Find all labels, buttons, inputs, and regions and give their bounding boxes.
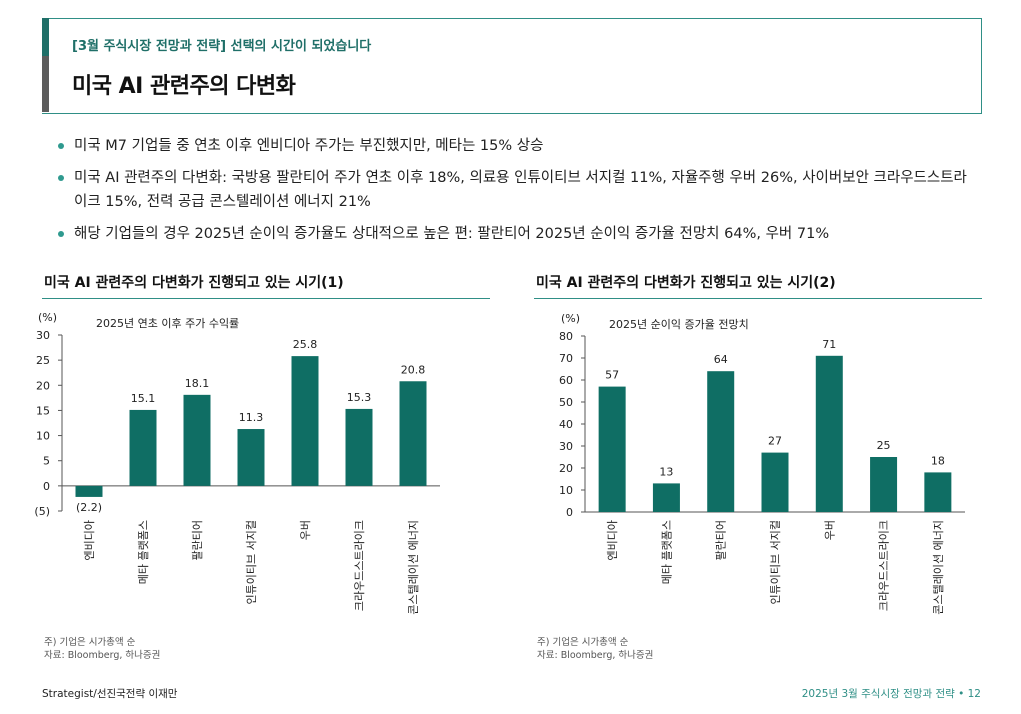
report-subtitle: [3월 주식시장 전망과 전략] 선택의 시간이 되었습니다 — [72, 39, 372, 54]
chart-title-rule-2 — [534, 298, 982, 299]
bar — [761, 452, 789, 512]
y-unit-label: (%) — [38, 311, 57, 324]
note-line: 주) 기업은 시가총액 순 — [537, 637, 629, 648]
chart-note-1: 주) 기업은 시가총액 순 자료: Bloomberg, 하나증권 — [44, 636, 160, 662]
y-tick-label: 30 — [559, 440, 573, 453]
bar — [652, 483, 680, 512]
data-label: 18 — [931, 454, 945, 467]
y-tick-label: 20 — [36, 379, 50, 392]
category-label: 팔란티어 — [191, 520, 204, 560]
category-label: 콘스텔레이션 에너지 — [407, 520, 420, 615]
bar — [345, 408, 373, 486]
y-tick-label: 0 — [566, 506, 573, 519]
note-line: 주) 기업은 시가총액 순 — [44, 637, 136, 648]
y-tick-label: 80 — [559, 330, 573, 343]
bullet-text: 해당 기업들의 경우 2025년 순이익 증가율도 상대적으로 높은 편: 팔란… — [74, 226, 830, 242]
bar — [399, 381, 427, 486]
y-tick-label: 15 — [36, 404, 50, 417]
y-tick-label: 0 — [43, 480, 50, 493]
data-label: 13 — [659, 465, 673, 478]
bullet-list: 미국 M7 기업들 중 연초 이후 엔비디아 주가는 부진했지만, 메타는 15… — [58, 134, 978, 254]
y-tick-label: 30 — [36, 329, 50, 342]
data-label: 64 — [714, 353, 728, 366]
data-label: 18.1 — [185, 377, 210, 390]
category-label: 엔비디아 — [83, 520, 96, 560]
y-tick-label: 10 — [559, 484, 573, 497]
bar — [598, 386, 626, 512]
category-label: 크라우드스트라이크 — [353, 520, 366, 611]
bar — [75, 485, 103, 497]
chart-title-rule-1 — [42, 298, 490, 299]
category-label: 메타 플랫폼스 — [660, 520, 673, 584]
bar — [707, 371, 735, 512]
bullet-dot-icon — [58, 143, 64, 149]
data-label: 25 — [877, 439, 891, 452]
category-label: 인튜이티브 서지컬 — [769, 520, 782, 604]
data-label: 20.8 — [401, 363, 426, 376]
bar — [815, 355, 843, 512]
category-label: 콘스텔레이션 에너지 — [932, 520, 945, 615]
category-label: 우버 — [299, 520, 312, 540]
y-tick-label: 10 — [36, 430, 50, 443]
header-accent-dark — [42, 56, 49, 112]
bar — [237, 429, 265, 486]
y-tick-label: 20 — [559, 462, 573, 475]
chart-caption: 2025년 순이익 증가율 전망치 — [609, 318, 749, 331]
data-label: 71 — [822, 338, 836, 351]
chart-note-2: 주) 기업은 시가총액 순 자료: Bloomberg, 하나증권 — [537, 636, 653, 662]
y-tick-label: 50 — [559, 396, 573, 409]
category-label: 인튜이티브 서지컬 — [245, 520, 258, 604]
source-line: 자료: Bloomberg, 하나증권 — [44, 650, 161, 661]
bullet-dot-icon — [58, 175, 64, 181]
data-label: 57 — [605, 369, 619, 382]
data-label: 25.8 — [293, 338, 318, 351]
category-label: 엔비디아 — [606, 520, 619, 560]
bullet-item: 미국 AI 관련주의 다변화: 국방용 팔란티어 주가 연초 이후 18%, 의… — [58, 166, 978, 214]
bar — [870, 457, 898, 512]
category-label: 팔란티어 — [715, 520, 728, 560]
data-label: 15.3 — [347, 391, 372, 404]
bar — [129, 409, 157, 486]
y-tick-label: 25 — [36, 354, 50, 367]
page-title: 미국 AI 관련주의 다변화 — [72, 74, 296, 99]
y-tick-label: 60 — [559, 374, 573, 387]
category-label: 크라우드스트라이크 — [878, 520, 891, 611]
footer-author: Strategist/선진국전략 이재만 — [42, 688, 178, 700]
chart-title-2: 미국 AI 관련주의 다변화가 진행되고 있는 시기(2) — [536, 275, 836, 291]
header-box — [42, 18, 982, 114]
y-unit-label: (%) — [561, 312, 580, 325]
chart-title-1: 미국 AI 관련주의 다변화가 진행되고 있는 시기(1) — [44, 275, 344, 291]
y-tick-label: (5) — [34, 505, 50, 518]
bullet-item: 미국 M7 기업들 중 연초 이후 엔비디아 주가는 부진했지만, 메타는 15… — [58, 134, 978, 158]
data-label: (2.2) — [76, 501, 102, 514]
source-line: 자료: Bloomberg, 하나증권 — [537, 650, 654, 661]
data-label: 11.3 — [239, 411, 264, 424]
y-tick-label: 5 — [43, 455, 50, 468]
bullet-dot-icon — [58, 231, 64, 237]
y-tick-label: 40 — [559, 418, 573, 431]
bar — [291, 356, 319, 486]
header-accent — [42, 18, 49, 56]
y-tick-label: 70 — [559, 352, 573, 365]
bullet-text: 미국 M7 기업들 중 연초 이후 엔비디아 주가는 부진했지만, 메타는 15… — [74, 138, 544, 154]
bar — [183, 394, 211, 486]
bar — [924, 472, 952, 512]
category-label: 메타 플랫폼스 — [137, 520, 150, 584]
category-label: 우버 — [823, 520, 836, 540]
data-label: 15.1 — [131, 392, 156, 405]
bullet-text: 미국 AI 관련주의 다변화: 국방용 팔란티어 주가 연초 이후 18%, 의… — [74, 170, 967, 210]
footer-page-info: 2025년 3월 주식시장 전망과 전략 • 12 — [801, 688, 981, 700]
data-label: 27 — [768, 435, 782, 448]
chart-caption: 2025년 연초 이후 주가 수익률 — [96, 317, 239, 330]
bullet-item: 해당 기업들의 경우 2025년 순이익 증가율도 상대적으로 높은 편: 팔란… — [58, 222, 978, 246]
